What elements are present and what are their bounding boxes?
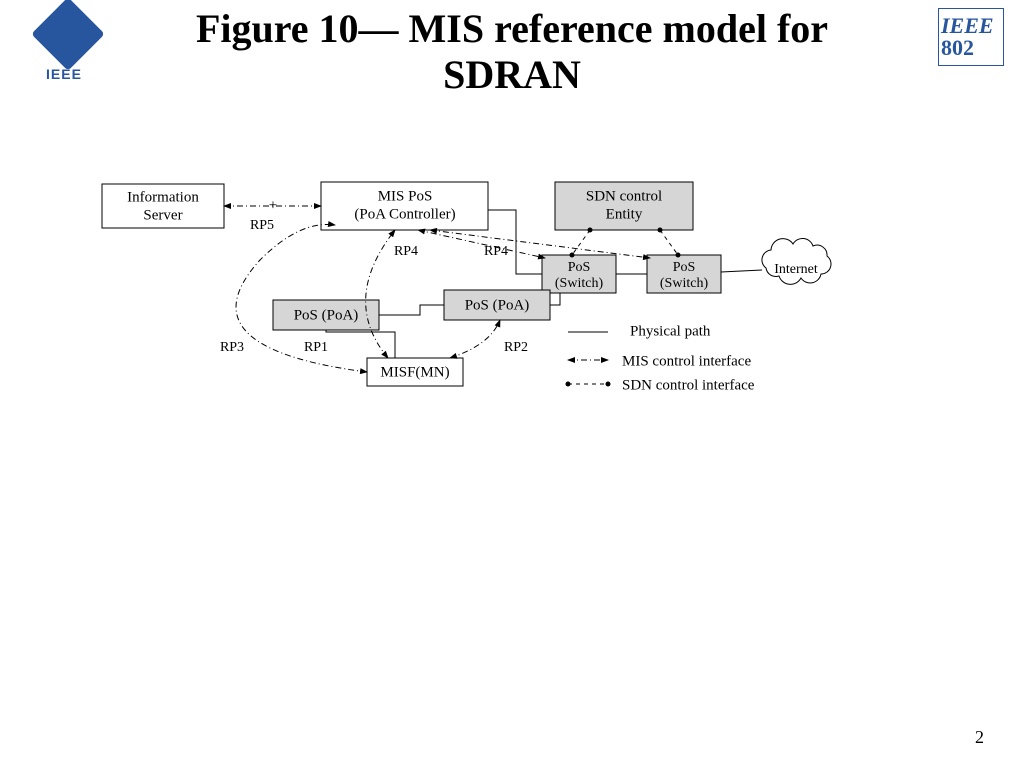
edge-sdn-b	[660, 230, 678, 255]
label-rp4-a: RP4	[394, 244, 418, 259]
edge-rp4-b	[430, 230, 650, 258]
label-poa-controller: (PoA Controller)	[354, 206, 455, 222]
svg-text:PoS: PoS	[673, 260, 696, 275]
svg-text:PoS: PoS	[568, 260, 591, 275]
legend-mis: MIS control interface	[622, 353, 751, 369]
label-rp5: RP5	[250, 218, 274, 233]
label-server: Server	[143, 207, 182, 223]
edge-switchb-internet	[721, 270, 762, 272]
svg-text:Internet: Internet	[774, 262, 818, 277]
label-rp3: RP3	[220, 340, 244, 355]
legend: Physical path MIS control interface SDN …	[568, 323, 755, 393]
diagram-canvas: Information Server MIS PoS (PoA Controll…	[0, 0, 1024, 768]
edge-rp3	[236, 224, 367, 372]
svg-text:+: +	[269, 197, 277, 213]
edge-rp2	[450, 320, 500, 358]
svg-text:(Switch): (Switch)	[555, 276, 604, 291]
svg-text:PoS (PoA): PoS (PoA)	[465, 297, 530, 313]
edge-poaa-poab	[379, 305, 444, 315]
label-sdn-control: SDN control	[586, 188, 662, 204]
label-entity: Entity	[606, 206, 643, 222]
label-rp2: RP2	[504, 340, 528, 355]
edge-mispos-switcha	[488, 210, 542, 274]
svg-text:(Switch): (Switch)	[660, 276, 709, 291]
edge-rp1	[366, 230, 395, 358]
label-rp1: RP1	[304, 340, 328, 355]
page-number: 2	[975, 727, 984, 748]
node-internet: Internet	[762, 238, 831, 284]
legend-physical: Physical path	[630, 323, 711, 339]
edge-poab-switcha	[550, 293, 579, 305]
label-rp4-b: RP4	[484, 244, 508, 259]
edge-sdn-a	[572, 230, 590, 255]
label-mis-pos: MIS PoS	[378, 188, 433, 204]
label-information: Information	[127, 189, 199, 205]
edge-rp4-a	[418, 230, 545, 258]
svg-text:PoS (PoA): PoS (PoA)	[294, 307, 359, 323]
svg-text:MISF(MN): MISF(MN)	[380, 364, 449, 380]
legend-sdn: SDN control interface	[622, 377, 755, 393]
